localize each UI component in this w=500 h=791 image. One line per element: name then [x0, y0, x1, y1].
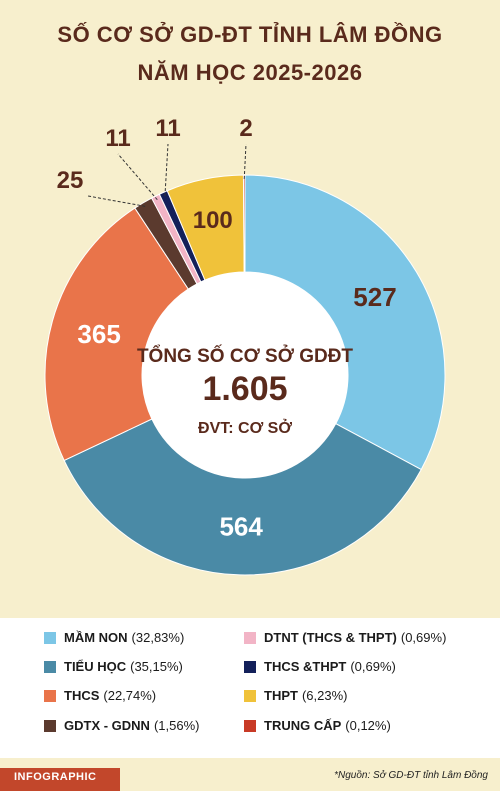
legend-name: THPT: [264, 688, 298, 703]
legend-swatch: [244, 689, 256, 702]
legend-percent: (32,83%): [131, 630, 185, 645]
legend-swatch: [244, 660, 256, 673]
legend-swatch: [44, 689, 56, 702]
legend-swatch: [244, 719, 256, 732]
legend-percent: (35,15%): [130, 659, 183, 674]
legend-item-dtnt-thcs-thpt: DTNT (THCS & THPT) (0,69%): [244, 630, 446, 645]
slice-label-thpt: 100: [193, 207, 233, 234]
legend-name: DTNT (THCS & THPT): [264, 630, 397, 645]
donut-chart: 527 564 365 25 11 11 100 2 TỔNG SỐ CƠ SỞ GDĐT 1…: [44, 115, 446, 576]
donut-hole: [142, 272, 348, 478]
center-total: 1.605: [202, 370, 287, 408]
legend-percent: (1,56%): [153, 718, 200, 733]
legend-percent: (0,69%): [400, 630, 447, 645]
legend-percent: (6,23%): [301, 688, 348, 703]
legend-name: MẦM NON: [64, 630, 128, 645]
legend-name: TIỂU HỌC: [64, 659, 127, 674]
slice-label-dtnt-thcs-thpt: 11: [105, 125, 130, 152]
legend-percent: (0,12%): [345, 718, 391, 733]
center-unit: ĐVT: CƠ SỞ: [198, 418, 292, 437]
legend-swatch: [244, 631, 256, 644]
slice-label-gdtx-gdnn: 25: [57, 167, 84, 194]
legend-item-tieu-hoc: TIỂU HỌC (35,15%): [44, 659, 183, 674]
legend-item-mam-non: MẦM NON (32,83%): [44, 630, 184, 645]
legend-percent: (0,69%): [350, 659, 396, 674]
legend-item-thcs-thpt: THCS &THPT (0,69%): [244, 659, 396, 674]
slice-label-trung-cap: 2: [239, 115, 252, 142]
legend-name: THCS &THPT: [264, 659, 347, 674]
slice-label-thcs: 365: [77, 319, 120, 349]
chart-title: SỐ CƠ SỞ GD-ĐT TỈNH LÂM ĐỒNG: [57, 22, 443, 47]
legend-item-trung-cap: TRUNG CẤP (0,12%): [244, 718, 391, 733]
legend-item-thpt: THPT (6,23%): [244, 688, 347, 703]
legend-item-thcs: THCS (22,74%): [44, 688, 156, 703]
slice-trung-cap: [242, 174, 246, 273]
leader-line-thcs-thpt: [164, 143, 169, 197]
legend-swatch: [44, 719, 56, 732]
leader-line-gdtx-gdnn: [87, 195, 146, 207]
chart-subtitle: NĂM HỌC 2025-2026: [137, 60, 363, 85]
legend-item-gdtx-gdnn: GDTX - GDNN (1,56%): [44, 718, 199, 733]
slice-label-mam-non: 527: [353, 282, 396, 312]
slice-label-tieu-hoc: 564: [219, 511, 263, 541]
legend-swatch: [44, 660, 56, 673]
legend-swatch: [44, 631, 56, 644]
source-note: *Nguồn: Sở GD-ĐT tỉnh Lâm Đồng: [334, 770, 488, 781]
legend-name: GDTX - GDNN: [64, 718, 150, 733]
legend: MẦM NON (32,83%) TIỂU HỌC (35,15%) THCS (22,7…: [0, 618, 500, 758]
center-label: TỔNG SỐ CƠ SỞ GDĐT: [137, 345, 353, 367]
legend-name: TRUNG CẤP: [264, 718, 342, 733]
leader-line-dtnt-thcs-thpt: [117, 153, 158, 201]
footer: INFOGRAPHIC *Nguồn: Sở GD-ĐT tỉnh Lâm Đồ…: [0, 758, 500, 791]
leader-line-trung-cap: [243, 143, 247, 180]
slice-label-thcs-thpt: 11: [155, 115, 180, 142]
legend-percent: (22,74%): [103, 688, 157, 703]
infographic-tag: INFOGRAPHIC: [0, 768, 120, 791]
legend-name: THCS: [64, 688, 100, 703]
